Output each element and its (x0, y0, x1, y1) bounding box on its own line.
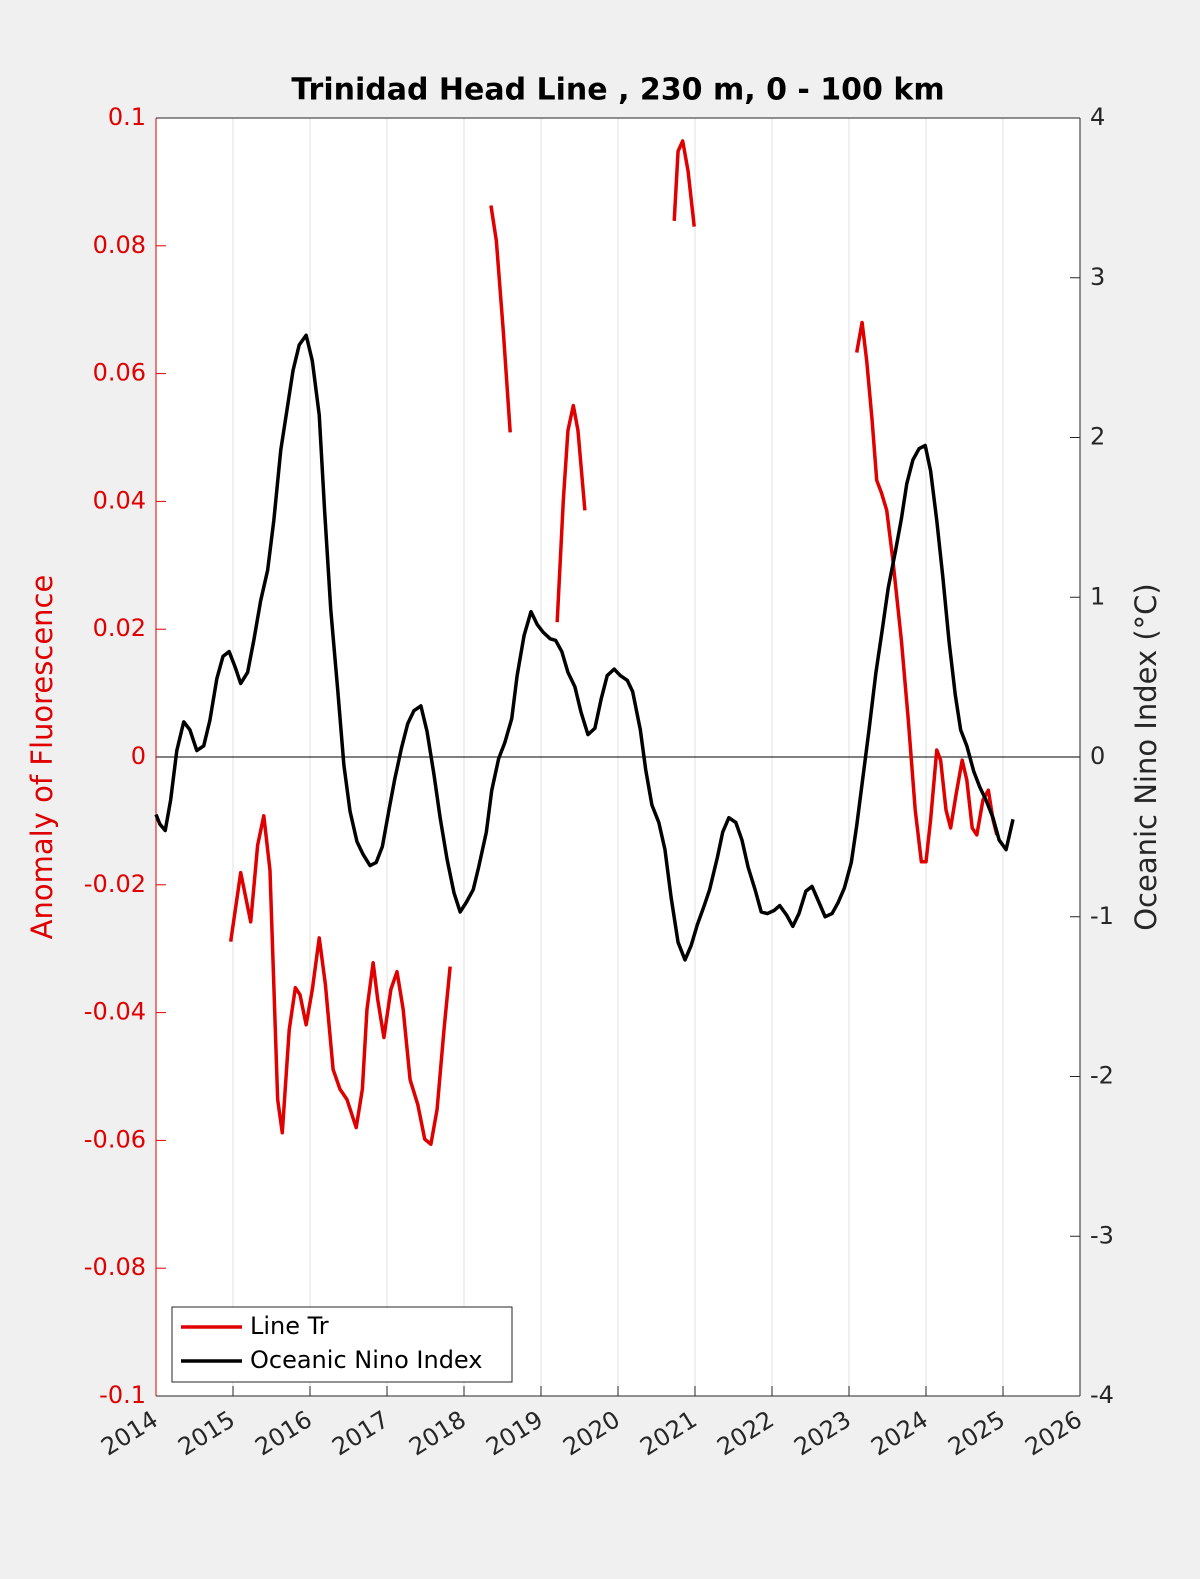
y-tick-label: 0.08 (93, 231, 146, 259)
x-tick-label: 2024 (866, 1405, 933, 1461)
chart-title: Trinidad Head Line , 230 m, 0 - 100 km (291, 73, 944, 108)
y-axis-label: Anomaly of Fluorescence (25, 575, 59, 940)
y2-axis-label: Oceanic Nino Index (°C) (1129, 583, 1163, 931)
y2-tick-label: -4 (1090, 1381, 1114, 1409)
y-tick-label: -0.1 (99, 1381, 146, 1409)
y-tick-label: 0.1 (108, 103, 146, 131)
y-tick-label: -0.04 (84, 998, 146, 1026)
y-tick-label: 0 (131, 742, 146, 770)
y-tick-label: 0.04 (93, 486, 146, 514)
x-tick-label: 2016 (250, 1405, 317, 1461)
x-tick-label: 2019 (481, 1405, 548, 1461)
y2-tick-label: -1 (1090, 902, 1114, 930)
y2-tick-label: 4 (1090, 103, 1105, 131)
y-tick-label: 0.02 (93, 614, 146, 642)
y-tick-label: -0.08 (84, 1253, 146, 1281)
y-tick-label: -0.02 (84, 870, 146, 898)
y2-tick-label: 1 (1090, 582, 1105, 610)
x-tick-label: 2020 (558, 1405, 625, 1461)
legend-box (171, 1306, 513, 1383)
y2-tick-label: -2 (1090, 1062, 1114, 1090)
x-tick-label: 2025 (943, 1405, 1010, 1461)
x-tick-label: 2021 (635, 1405, 702, 1461)
x-tick-label: 2015 (173, 1405, 240, 1461)
y2-tick-label: 3 (1090, 263, 1105, 291)
series-line (154, 333, 1015, 962)
legend-label: Line Tr (250, 1312, 329, 1340)
x-tick-label: 2022 (712, 1405, 779, 1461)
y-tick-label: -0.06 (84, 1125, 146, 1153)
y2-tick-label: 0 (1090, 742, 1105, 770)
x-tick-label: 2014 (96, 1405, 163, 1461)
y-tick-label: 0.06 (93, 359, 146, 387)
y2-tick-label: 2 (1090, 423, 1105, 451)
x-tick-label: 2026 (1020, 1405, 1087, 1461)
series-line (228, 139, 999, 1146)
y2-tick-label: -3 (1090, 1221, 1114, 1249)
legend-label: Oceanic Nino Index (250, 1346, 482, 1374)
x-tick-label: 2017 (327, 1405, 394, 1461)
x-tick-label: 2023 (789, 1405, 856, 1461)
x-tick-label: 2018 (404, 1405, 471, 1461)
